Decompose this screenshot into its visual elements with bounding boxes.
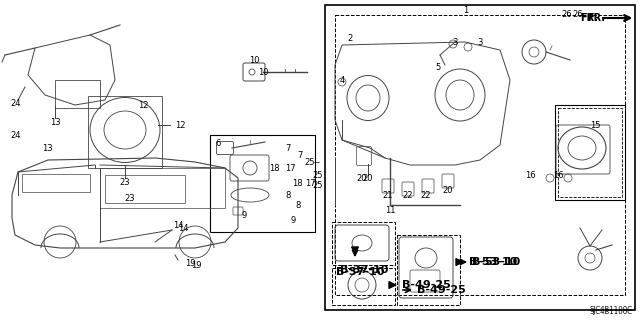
Text: 9: 9 [242, 211, 247, 220]
Bar [105, 175, 185, 203]
Text: 26: 26 [573, 10, 583, 19]
Text: 6: 6 [215, 139, 221, 148]
Bar [332, 222, 395, 265]
Text: 1: 1 [463, 5, 468, 14]
Text: 16: 16 [553, 171, 563, 180]
Bar [325, 5, 635, 310]
Text: 17: 17 [285, 164, 296, 172]
Text: 24: 24 [11, 131, 21, 140]
Text: 10: 10 [249, 55, 259, 65]
Bar [332, 268, 395, 305]
Text: 16: 16 [525, 171, 535, 180]
Text: 20: 20 [356, 173, 367, 182]
Bar [210, 135, 315, 232]
Text: B-49-25: B-49-25 [417, 285, 466, 295]
Bar [555, 105, 625, 200]
Text: 8: 8 [295, 201, 301, 210]
Text: 18: 18 [292, 179, 302, 188]
Text: 25: 25 [313, 171, 323, 180]
Text: 20: 20 [443, 186, 453, 195]
Text: 13: 13 [50, 117, 60, 126]
Text: 25─: 25─ [305, 157, 320, 166]
Text: 12: 12 [175, 121, 186, 130]
Text: 26: 26 [562, 10, 572, 19]
Text: B-53-10: B-53-10 [472, 257, 520, 267]
Text: 17: 17 [305, 179, 316, 188]
Text: 12: 12 [138, 100, 148, 109]
Text: SJC4B1100C: SJC4B1100C [589, 306, 632, 312]
Text: 3: 3 [452, 37, 458, 46]
Bar [335, 15, 625, 295]
Bar [397, 235, 460, 305]
Text: 19: 19 [185, 259, 195, 268]
Text: FR.: FR. [580, 13, 598, 23]
Text: 24: 24 [11, 99, 21, 108]
Text: 5: 5 [435, 62, 440, 71]
Text: 22: 22 [403, 190, 413, 199]
Text: 10: 10 [258, 68, 268, 76]
Bar [22, 174, 90, 192]
Text: 2: 2 [348, 34, 353, 43]
Text: B-37-10: B-37-10 [340, 265, 388, 275]
Text: 21: 21 [383, 190, 393, 199]
Text: 8: 8 [285, 190, 291, 199]
Text: 14: 14 [173, 220, 183, 229]
Text: 7: 7 [298, 150, 303, 159]
Text: 18: 18 [269, 164, 280, 172]
Text: 19: 19 [191, 260, 201, 269]
Text: 13: 13 [42, 143, 52, 153]
Text: 7: 7 [285, 143, 291, 153]
Text: 3: 3 [477, 37, 483, 46]
Text: B-37-10: B-37-10 [336, 267, 385, 277]
Text: FR.: FR. [587, 13, 605, 23]
Text: 23: 23 [125, 194, 135, 203]
Text: SJC4B1100C: SJC4B1100C [589, 309, 632, 315]
Text: 25: 25 [313, 180, 323, 189]
Text: 14: 14 [178, 223, 189, 233]
Text: 15: 15 [589, 121, 600, 130]
Text: 22: 22 [420, 190, 431, 199]
Text: 11: 11 [385, 205, 396, 214]
Text: B-49-25: B-49-25 [402, 280, 451, 290]
Text: 9: 9 [291, 215, 296, 225]
Bar [55, 80, 100, 108]
Text: 23: 23 [120, 178, 131, 187]
Text: B-53-10: B-53-10 [469, 257, 517, 267]
Text: 4: 4 [339, 76, 344, 84]
Text: 20: 20 [363, 173, 373, 182]
Bar [100, 168, 225, 208]
Bar [558, 108, 622, 197]
